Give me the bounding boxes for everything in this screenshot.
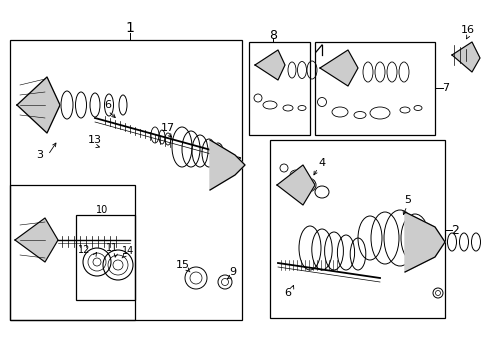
Text: 2: 2 [450,224,458,237]
Bar [76,215,135,300]
Polygon shape [319,50,357,86]
Polygon shape [276,165,314,205]
Bar [10,185,135,320]
Text: 6: 6 [284,288,291,298]
Bar [269,140,444,318]
Polygon shape [451,42,479,72]
Polygon shape [17,77,60,133]
Polygon shape [209,140,244,190]
Text: 8: 8 [268,28,276,41]
Text: 5: 5 [404,195,411,205]
Polygon shape [254,50,285,80]
Text: 10: 10 [96,205,108,215]
Bar [248,42,309,135]
Text: 15: 15 [176,260,190,270]
Text: 14: 14 [122,246,134,256]
Text: 1: 1 [125,21,134,35]
Text: 6: 6 [104,100,111,110]
Text: 17: 17 [161,123,175,133]
Text: 7: 7 [442,83,448,93]
Text: 16: 16 [460,25,474,35]
Text: 13: 13 [88,135,102,145]
Text: 11: 11 [106,243,118,253]
Bar [314,42,434,135]
Text: 12: 12 [78,245,90,255]
Polygon shape [404,212,444,272]
Text: 9: 9 [229,267,236,277]
Text: 3: 3 [37,150,43,160]
Polygon shape [15,218,58,262]
Bar [10,40,242,320]
Text: 4: 4 [318,158,325,168]
